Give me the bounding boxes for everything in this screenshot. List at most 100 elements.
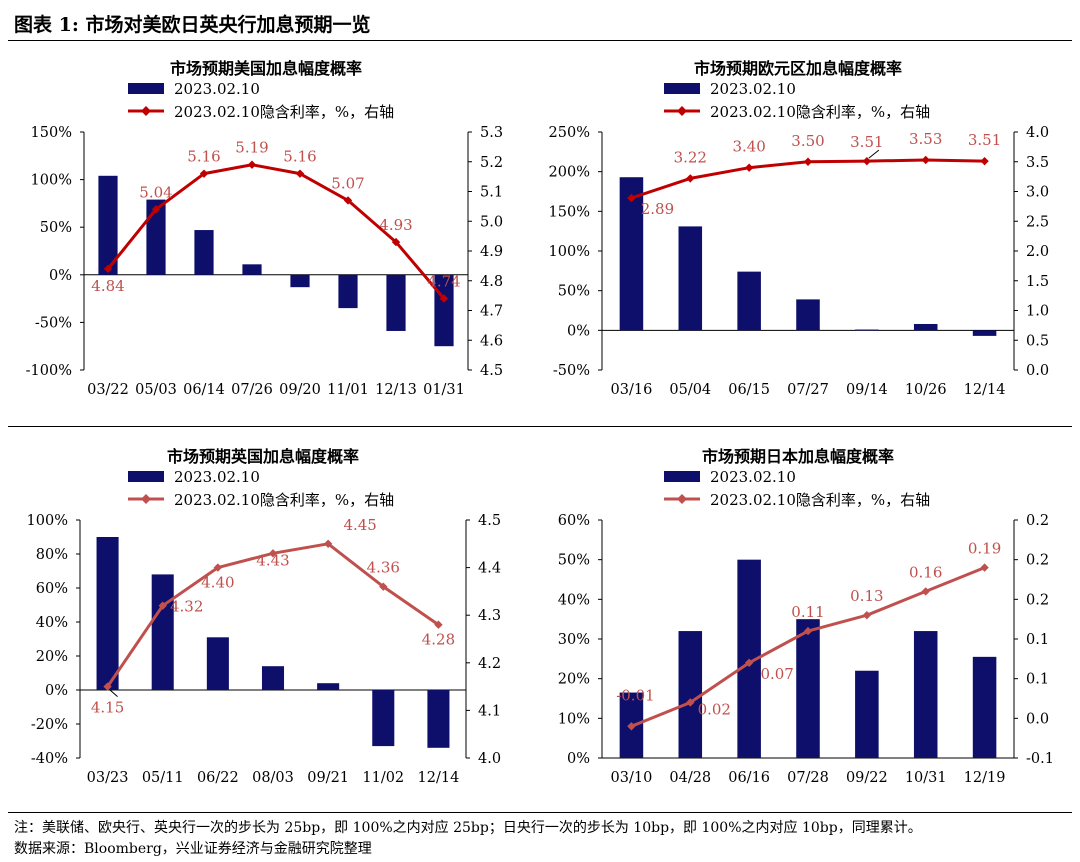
category-label: 11/01	[327, 382, 369, 398]
data-label-us-2: 5.16	[187, 148, 220, 166]
line-point-eu-2	[744, 163, 754, 172]
left-axis-tick-label: 60%	[558, 513, 590, 529]
left-axis-tick-label: 0%	[567, 323, 590, 339]
data-label-jp-6: 0.19	[968, 540, 1001, 558]
category-label: 06/15	[728, 382, 770, 398]
category-label: 09/20	[279, 382, 321, 398]
bar-uk-2	[206, 637, 229, 690]
left-axis-tick-label: 250%	[549, 125, 590, 141]
right-axis-tick-label: 3.0	[1026, 185, 1049, 201]
right-axis-tick-label: 4.0	[1026, 125, 1049, 141]
category-label: 03/22	[87, 382, 129, 398]
left-axis-tick-label: -20%	[31, 717, 68, 733]
right-axis-tick-label: 2.0	[1026, 244, 1049, 260]
data-label-uk-2: 4.40	[201, 574, 234, 592]
left-axis-tick-label: 0%	[45, 683, 68, 699]
legend-line-marker	[141, 106, 151, 116]
bar-eu-3	[796, 299, 820, 331]
bar-us-2	[194, 230, 214, 275]
right-axis-tick-label: 0.1	[1026, 672, 1049, 688]
right-axis-tick-label: 4.7	[480, 304, 503, 320]
data-label-uk-3: 4.43	[256, 551, 289, 569]
legend-line-label: 2023.02.10隐含利率，%，右轴	[174, 491, 394, 509]
left-axis-tick-label: 10%	[558, 711, 590, 727]
chart-title: 市场预期英国加息幅度概率	[167, 447, 359, 466]
right-axis-tick-label: 0.5	[1026, 333, 1049, 349]
bar-us-6	[386, 274, 406, 331]
line-point-us-3	[247, 160, 257, 169]
category-label: 08/03	[252, 770, 294, 786]
category-label: 04/28	[669, 770, 711, 786]
legend-bar-swatch	[128, 83, 164, 94]
data-label-jp-1: 0.02	[698, 700, 731, 718]
chart-panel-uk: 市场预期英国加息幅度概率 2023.02.10 2023.02.10隐含利率，%，右…	[0, 432, 540, 802]
bar-eu-4	[855, 329, 879, 331]
line-point-eu-5	[921, 155, 930, 165]
data-label-us-1: 5.04	[139, 183, 172, 201]
data-label-us-7: 4.74	[427, 273, 460, 291]
notes: 注：美联储、欧央行、英央行一次的步长为 25bp，即 100%之内对应 25bp…	[14, 818, 922, 860]
category-label: 09/22	[846, 770, 888, 786]
left-axis-tick-label: 20%	[558, 672, 590, 688]
category-label: 07/27	[787, 382, 829, 398]
line-point-eu-4	[862, 156, 872, 166]
chart-svg-eu: 市场预期欧元区加息幅度概率 2023.02.10 2023.02.10隐含利率，%，…	[549, 59, 1050, 398]
left-axis-tick-label: 30%	[558, 632, 590, 648]
middle-rule	[8, 426, 1072, 427]
data-label-eu-2: 3.40	[732, 138, 765, 156]
figure-title: 图表 1: 市场对美欧日英央行加息预期一览	[14, 14, 371, 36]
category-label: 11/02	[362, 770, 404, 786]
right-axis-tick-label: 0.2	[1026, 513, 1049, 529]
category-label: 10/26	[905, 382, 947, 398]
source-text: 数据来源：Bloomberg，兴业证券经济与金融研究院整理	[14, 841, 372, 857]
bar-us-5	[338, 274, 358, 309]
bar-us-1	[146, 199, 166, 275]
category-label: 05/11	[142, 770, 184, 786]
chart-svg-uk: 市场预期英国加息幅度概率 2023.02.10 2023.02.10隐含利率，%，右…	[27, 447, 502, 786]
legend-line-marker	[677, 106, 687, 116]
left-axis-tick-label: 100%	[549, 244, 590, 260]
legend-line-marker	[677, 494, 687, 504]
left-axis-tick-label: -40%	[31, 751, 68, 767]
line-point-jp-5	[921, 587, 930, 596]
bar-jp-3	[796, 619, 820, 758]
bar-eu-1	[678, 226, 703, 331]
data-label-jp-2: 0.07	[760, 665, 793, 683]
bar-eu-6	[972, 330, 997, 336]
right-axis-tick-label: -0.1	[1026, 751, 1054, 767]
category-label: 06/22	[197, 770, 239, 786]
bar-jp-1	[678, 631, 703, 758]
right-axis-tick-label: 4.5	[478, 513, 501, 529]
data-label-eu-3: 3.50	[791, 132, 824, 150]
data-label-uk-1: 4.32	[170, 598, 203, 616]
left-axis-tick-label: 50%	[40, 220, 72, 236]
line-point-eu-1	[686, 174, 695, 183]
data-label-us-5: 5.07	[331, 174, 364, 192]
data-label-us-3: 5.19	[235, 139, 268, 157]
category-label: 07/26	[231, 382, 273, 398]
data-label-jp-5: 0.16	[909, 563, 942, 581]
category-label: 09/14	[846, 382, 888, 398]
left-axis-tick-label: 200%	[549, 165, 590, 181]
left-axis-tick-label: 50%	[558, 553, 590, 569]
bar-uk-6	[427, 690, 450, 748]
right-axis-tick-label: 5.2	[480, 155, 503, 171]
bottom-rule	[8, 812, 1072, 813]
data-label-uk-4: 4.45	[343, 516, 376, 534]
leader-line	[868, 149, 880, 159]
category-label: 12/13	[375, 382, 417, 398]
data-label-uk-0: 4.15	[91, 699, 124, 717]
line-point-us-7	[439, 294, 449, 303]
left-axis-tick-label: 0%	[49, 268, 72, 284]
legend-line-marker	[141, 494, 151, 504]
bar-uk-1	[151, 574, 174, 690]
data-label-eu-6: 3.51	[968, 131, 1001, 149]
right-axis-tick-label: 4.2	[478, 656, 501, 672]
category-label: 12/19	[964, 770, 1006, 786]
line-point-jp-4	[862, 611, 872, 620]
chart-svg-us: 市场预期美国加息幅度概率 2023.02.10 2023.02.10隐含利率，%，右…	[26, 59, 503, 398]
right-axis-tick-label: 2.5	[1026, 214, 1049, 230]
right-axis-tick-label: 4.0	[478, 751, 501, 767]
category-label: 05/03	[135, 382, 177, 398]
bar-uk-4	[317, 683, 340, 690]
